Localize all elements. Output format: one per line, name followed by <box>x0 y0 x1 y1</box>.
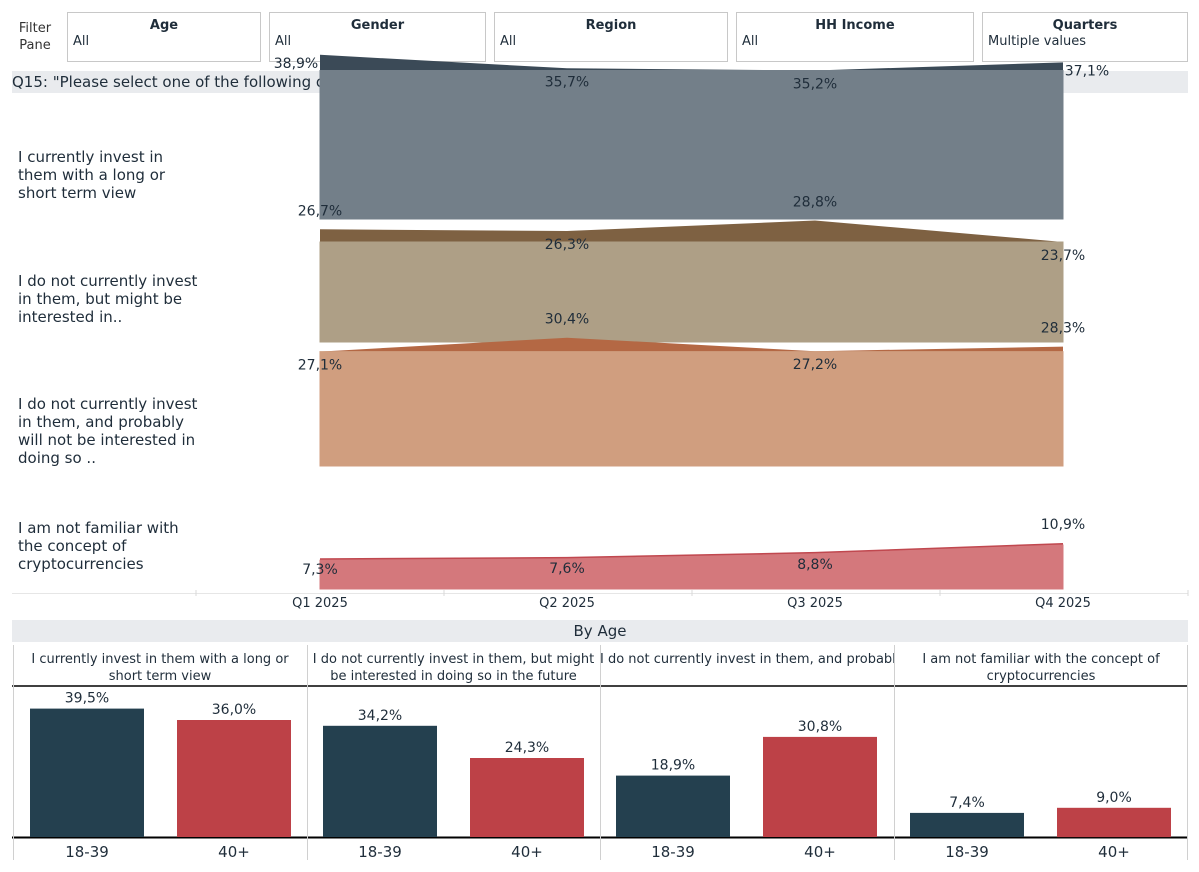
filter-age[interactable]: Age All <box>67 12 261 62</box>
filter-age-value[interactable]: All <box>73 34 90 49</box>
bar-unfamiliar-18-39 <box>910 812 1024 837</box>
bar-invest-40-plus <box>177 720 291 837</box>
area-unfamiliar-label: 7,3% <box>302 562 338 578</box>
bar-value-label: 30,8% <box>798 719 842 735</box>
area-not-interested-label: 30,4% <box>545 312 589 328</box>
area-unfamiliar-label: 7,6% <box>549 561 585 577</box>
area-invest-label: 35,7% <box>545 74 589 90</box>
bar-category-label: 40+ <box>511 843 543 861</box>
area-invest-fill <box>319 70 1064 220</box>
area-invest-label: 38,9% <box>274 56 318 72</box>
bar-category-label: 18-39 <box>945 843 989 861</box>
filter-hh-income[interactable]: HH Income All <box>736 12 974 62</box>
area-not-interested-label: 28,3% <box>1041 321 1085 337</box>
bar-value-label: 7,4% <box>949 795 985 811</box>
bar-value-label: 36,0% <box>212 702 256 718</box>
area-invest-label: 35,2% <box>793 76 837 92</box>
x-tick-label: Q1 2025 <box>292 596 348 611</box>
bar-value-label: 18,9% <box>651 758 695 774</box>
bar-unfamiliar-40-plus <box>1057 807 1171 838</box>
panel-title-invest: I currently invest in them with a long o… <box>31 652 289 684</box>
x-tick-label: Q4 2025 <box>1035 596 1091 611</box>
x-tick-label: Q2 2025 <box>539 596 595 611</box>
area-interested-label: 28,8% <box>793 194 837 210</box>
area-interested-label: 23,7% <box>1041 248 1085 264</box>
by-age-title: By Age <box>12 620 1188 642</box>
bar-value-label: 39,5% <box>65 691 109 707</box>
row-label-interested: I do not currently invest in them, but m… <box>18 272 198 326</box>
x-tick-label: Q3 2025 <box>787 596 843 611</box>
bar-category-label: 18-39 <box>358 843 402 861</box>
area-interested-label: 26,3% <box>545 237 589 253</box>
row-label-not-interested: I do not currently invest in them, and p… <box>18 395 198 467</box>
filter-region-title: Region <box>585 18 637 33</box>
area-unfamiliar-label: 8,8% <box>797 557 833 573</box>
bar-not-interested-18-39 <box>616 775 730 837</box>
bar-category-label: 18-39 <box>65 843 109 861</box>
area-not-interested-fill <box>319 351 1064 467</box>
row-label-unfamiliar: I am not familiar with the concept of cr… <box>18 519 179 573</box>
bar-category-label: 40+ <box>804 843 836 861</box>
area-interested-fill <box>319 241 1064 343</box>
panel-title-unfamiliar: I am not familiar with the concept of cr… <box>922 652 1160 684</box>
filter-quarters-title: Quarters <box>1052 18 1118 33</box>
area-not-interested-label: 27,1% <box>298 358 342 374</box>
filter-gender[interactable]: Gender All <box>269 12 486 62</box>
bar-not-interested-40-plus <box>763 736 877 837</box>
area-interested-label: 26,7% <box>298 203 342 219</box>
row-label-invest: I currently invest in them with a long o… <box>18 148 166 202</box>
bar-invest-18-39 <box>30 708 144 837</box>
bar-category-label: 40+ <box>1098 843 1130 861</box>
panel-title-not-interested: I do not currently invest in them, and p… <box>600 652 894 667</box>
area-invest-label: 37,1% <box>1065 63 1109 79</box>
filter-gender-title: Gender <box>350 18 405 33</box>
area-unfamiliar-fill <box>319 544 1064 590</box>
area-unfamiliar-label: 10,9% <box>1041 517 1085 533</box>
filter-region[interactable]: Region All <box>494 12 728 62</box>
filter-quarters[interactable]: Quarters Multiple values <box>982 12 1188 62</box>
bar-chart: 39,5% 18-39 36,0% 40+ 34,2% 18-39 24,3% 40+ 18,9… <box>12 645 1188 861</box>
bar-interested-18-39 <box>323 725 437 837</box>
bar-value-label: 24,3% <box>505 740 549 756</box>
bar-value-label: 34,2% <box>358 708 402 724</box>
bar-category-label: 18-39 <box>651 843 695 861</box>
bar-value-label: 9,0% <box>1096 790 1132 806</box>
filter-age-title: Age <box>149 18 179 33</box>
bar-interested-40-plus <box>470 758 584 837</box>
filter-gender-value[interactable]: All <box>275 34 292 49</box>
filter-hh-income-title: HH Income <box>815 18 895 33</box>
filter-quarters-value[interactable]: Multiple values <box>988 34 1087 49</box>
panel-title-interested: I do not currently invest in them, but m… <box>312 652 595 684</box>
bar-category-label: 40+ <box>218 843 250 861</box>
filter-hh-income-value[interactable]: All <box>742 34 759 49</box>
filter-region-value[interactable]: All <box>500 34 517 49</box>
area-chart: 38,9% 35,7% 35,2% 37,1% 26,7% 26,3% 28,8% 23,7%… <box>12 54 1189 611</box>
filter-pane-label: Filter Pane <box>18 21 52 53</box>
area-not-interested-label: 27,2% <box>793 357 837 373</box>
